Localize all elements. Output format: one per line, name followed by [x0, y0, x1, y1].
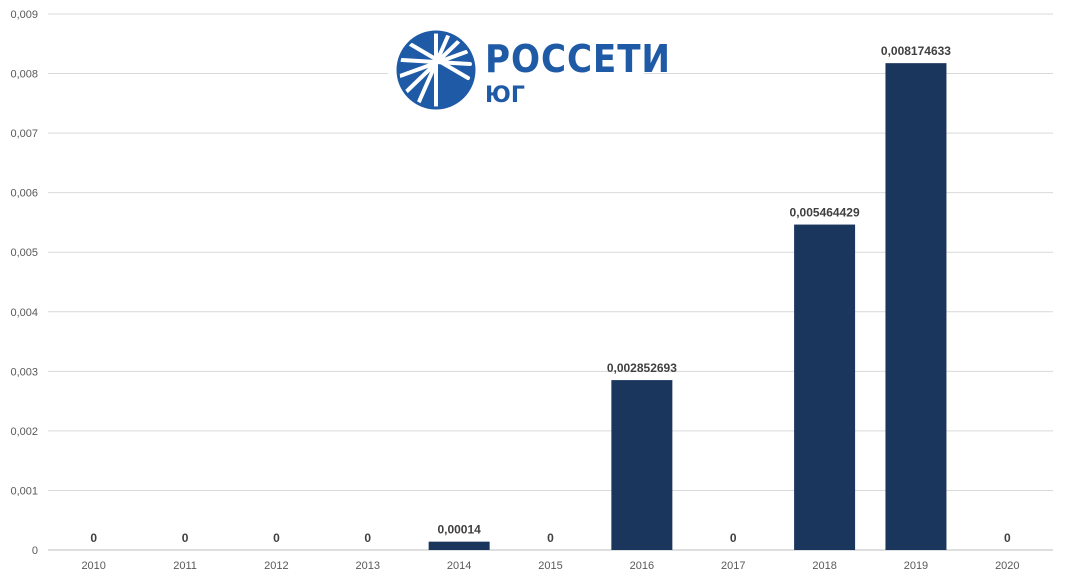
bar	[794, 224, 856, 550]
x-tick-label: 2015	[538, 560, 562, 572]
bar	[885, 63, 947, 551]
x-tick-label: 2018	[812, 560, 836, 572]
data-label: 0	[364, 531, 371, 545]
logo-name: РОССЕТИ	[485, 37, 671, 81]
y-tick-label: 0	[32, 545, 38, 557]
data-label: 0	[1004, 531, 1011, 545]
data-label: 0,005464429	[790, 206, 860, 220]
x-tick-label: 2016	[630, 560, 654, 572]
x-tick-label: 2020	[995, 560, 1019, 572]
data-label: 0	[273, 531, 280, 545]
x-tick-label: 2013	[356, 560, 380, 572]
bar	[428, 541, 490, 550]
data-label: 0,00014	[437, 523, 481, 537]
y-tick-label: 0,004	[10, 307, 38, 319]
y-tick-label: 0,009	[10, 9, 38, 21]
x-tick-label: 2010	[81, 560, 105, 572]
y-tick-label: 0,005	[10, 247, 38, 259]
logo-subtitle: ЮГ	[485, 83, 525, 108]
data-labels: 0 0 0 0 0,00014 0 0,002852693 0 0,005464429 0,008…	[90, 44, 1011, 545]
x-axis-ticks: 2010 2011 2012 2013 2014 2015 2016 2017 2018 2019…	[81, 560, 1019, 572]
data-label: 0,008174633	[881, 44, 951, 58]
data-label: 0	[730, 531, 737, 545]
data-label: 0,002852693	[607, 361, 677, 375]
x-tick-label: 2011	[173, 560, 197, 572]
data-label: 0	[547, 531, 554, 545]
y-axis-ticks: 0 0,001 0,002 0,003 0,004 0,005 0,006 0,007 0,00…	[10, 9, 38, 557]
y-tick-label: 0,007	[10, 128, 38, 140]
company-logo: РОССЕТИ ЮГ	[388, 22, 670, 120]
bars	[428, 63, 947, 551]
data-label: 0	[182, 531, 189, 545]
y-tick-label: 0,008	[10, 69, 38, 81]
bar	[611, 380, 673, 550]
x-tick-label: 2017	[721, 560, 745, 572]
x-tick-label: 2014	[447, 560, 471, 572]
y-tick-label: 0,001	[10, 485, 38, 497]
x-tick-label: 2012	[264, 560, 288, 572]
y-tick-label: 0,002	[10, 426, 38, 438]
rosseti-sunburst-icon	[396, 30, 476, 110]
y-tick-label: 0,003	[10, 366, 38, 378]
data-label: 0	[90, 531, 97, 545]
x-tick-label: 2019	[904, 560, 928, 572]
y-tick-label: 0,006	[10, 188, 38, 200]
